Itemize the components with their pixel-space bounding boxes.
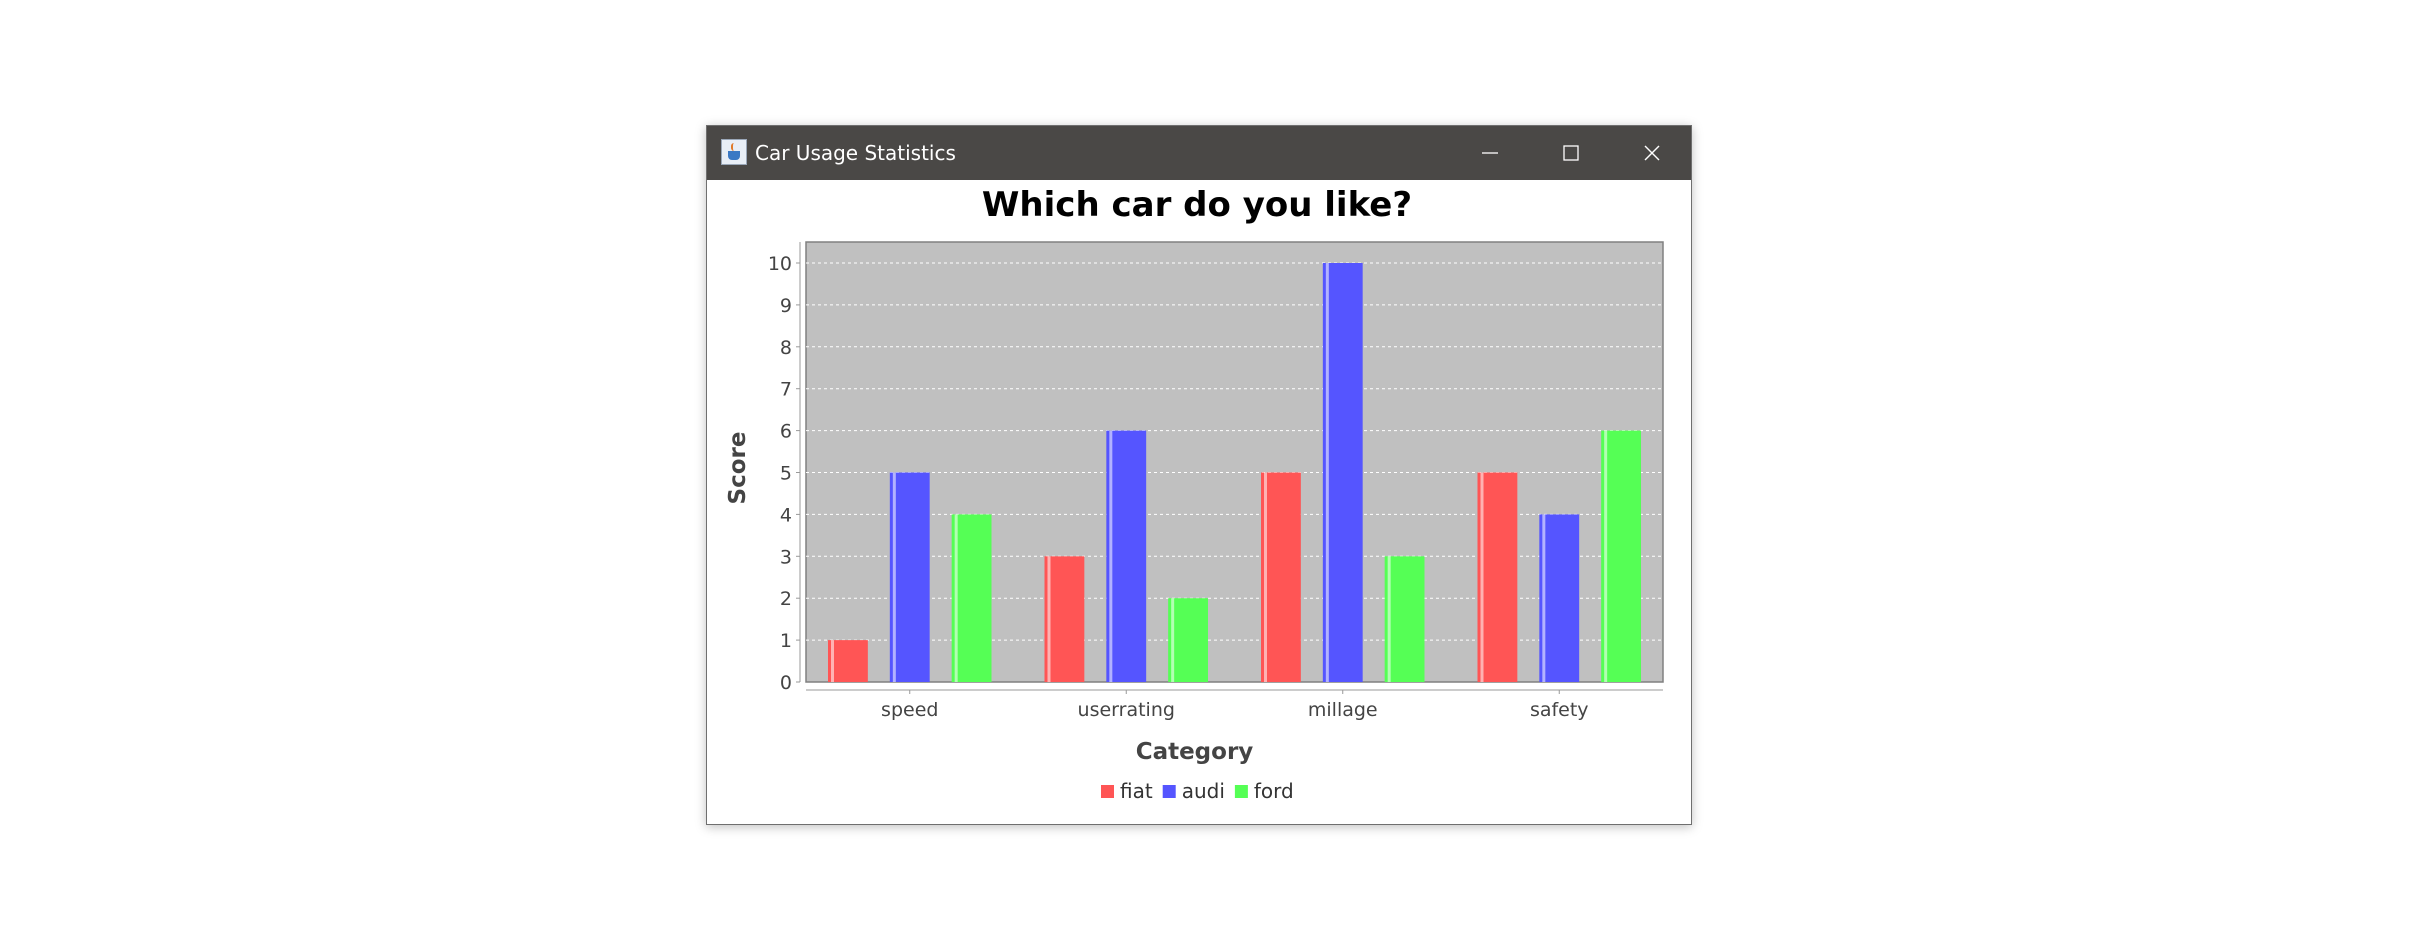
bar [951,514,992,682]
y-tick-label: 6 [780,421,792,443]
y-tick-label: 3 [780,546,792,568]
legend-label: ford [1254,779,1294,803]
y-tick-label: 5 [780,463,792,485]
bar-ford-userrating [1168,598,1208,682]
bar-highlight [954,514,958,682]
bar-audi-millage [1322,263,1363,682]
y-tick-label: 9 [780,295,792,317]
x-tick-label: userrating [1078,699,1175,721]
maximize-icon [1563,145,1579,161]
bar [1261,472,1301,682]
bar-fiat-millage [1261,472,1301,682]
bar-highlight [1480,472,1484,682]
bar-fiat-safety [1477,472,1518,682]
legend: fiat audi ford [1101,779,1294,803]
x-tick-label: safety [1530,699,1589,721]
bar [828,640,868,682]
window-title: Car Usage Statistics [755,141,956,165]
java-cup-icon [721,139,747,165]
bar [1477,472,1518,682]
bar [1601,430,1641,682]
bar [1106,430,1147,682]
bar-chart: Which car do you like? 0 1 2 3 4 5 6 7 8 9 10 spee… [725,185,1664,803]
gridlines [799,242,1663,691]
app-window: Car Usage Statistics Which car do you li… [706,125,1692,825]
bar-audi-speed [889,472,930,682]
x-axis-ticks: speed userrating millage safety [881,690,1589,721]
bar [889,472,930,682]
bar [1044,556,1085,682]
close-button[interactable] [1612,126,1692,180]
x-tick-label: speed [881,699,938,721]
bar [1322,263,1363,682]
minimize-button[interactable] [1450,126,1530,180]
y-tick-label: 0 [780,672,792,694]
bar-highlight [1109,430,1113,682]
x-axis-label: Category [1136,739,1254,765]
bar [1168,598,1208,682]
bar-fiat-userrating [1044,556,1085,682]
legend-item-ford: ford [1234,779,1294,803]
legend-item-fiat: fiat [1101,779,1153,803]
y-tick-label: 10 [768,253,792,275]
bar-ford-safety [1601,430,1641,682]
legend-label: fiat [1120,779,1153,803]
bars [828,263,1641,682]
bar-highlight [1387,556,1391,682]
y-axis-ticks: 0 1 2 3 4 5 6 7 8 9 10 [768,253,800,694]
bar-highlight [1264,472,1267,682]
y-tick-label: 2 [780,588,792,610]
bar [1539,514,1580,682]
bar-highlight [892,472,896,682]
bar-highlight [1604,430,1608,682]
maximize-button[interactable] [1531,126,1611,180]
bar-highlight [1047,556,1051,682]
y-tick-label: 8 [780,337,792,359]
title-bar[interactable]: Car Usage Statistics [707,126,1691,180]
legend-swatch [1162,785,1176,798]
bar-fiat-speed [828,640,868,682]
bar-highlight [831,640,834,682]
close-icon [1644,145,1660,161]
y-tick-label: 7 [780,379,792,401]
legend-label: audi [1182,779,1225,803]
legend-swatch [1234,785,1248,798]
legend-item-audi: audi [1162,779,1225,803]
y-tick-label: 4 [780,504,792,526]
bar-ford-millage [1384,556,1425,682]
bar-highlight [1325,263,1329,682]
x-tick-label: millage [1308,699,1378,721]
bar-audi-userrating [1106,430,1147,682]
bar-highlight [1542,514,1546,682]
legend-swatch [1101,785,1114,798]
minimize-icon [1482,152,1498,154]
y-tick-label: 1 [780,630,792,652]
plot-background [805,241,1664,683]
bar-ford-speed [951,514,992,682]
chart-panel: Which car do you like? 0 1 2 3 4 5 6 7 8 9 10 spee… [707,180,1691,824]
bar-highlight [1171,598,1175,682]
y-axis-label: Score [725,432,751,505]
bar-audi-safety [1539,514,1580,682]
bar [1384,556,1425,682]
chart-title: Which car do you like? [982,185,1412,225]
